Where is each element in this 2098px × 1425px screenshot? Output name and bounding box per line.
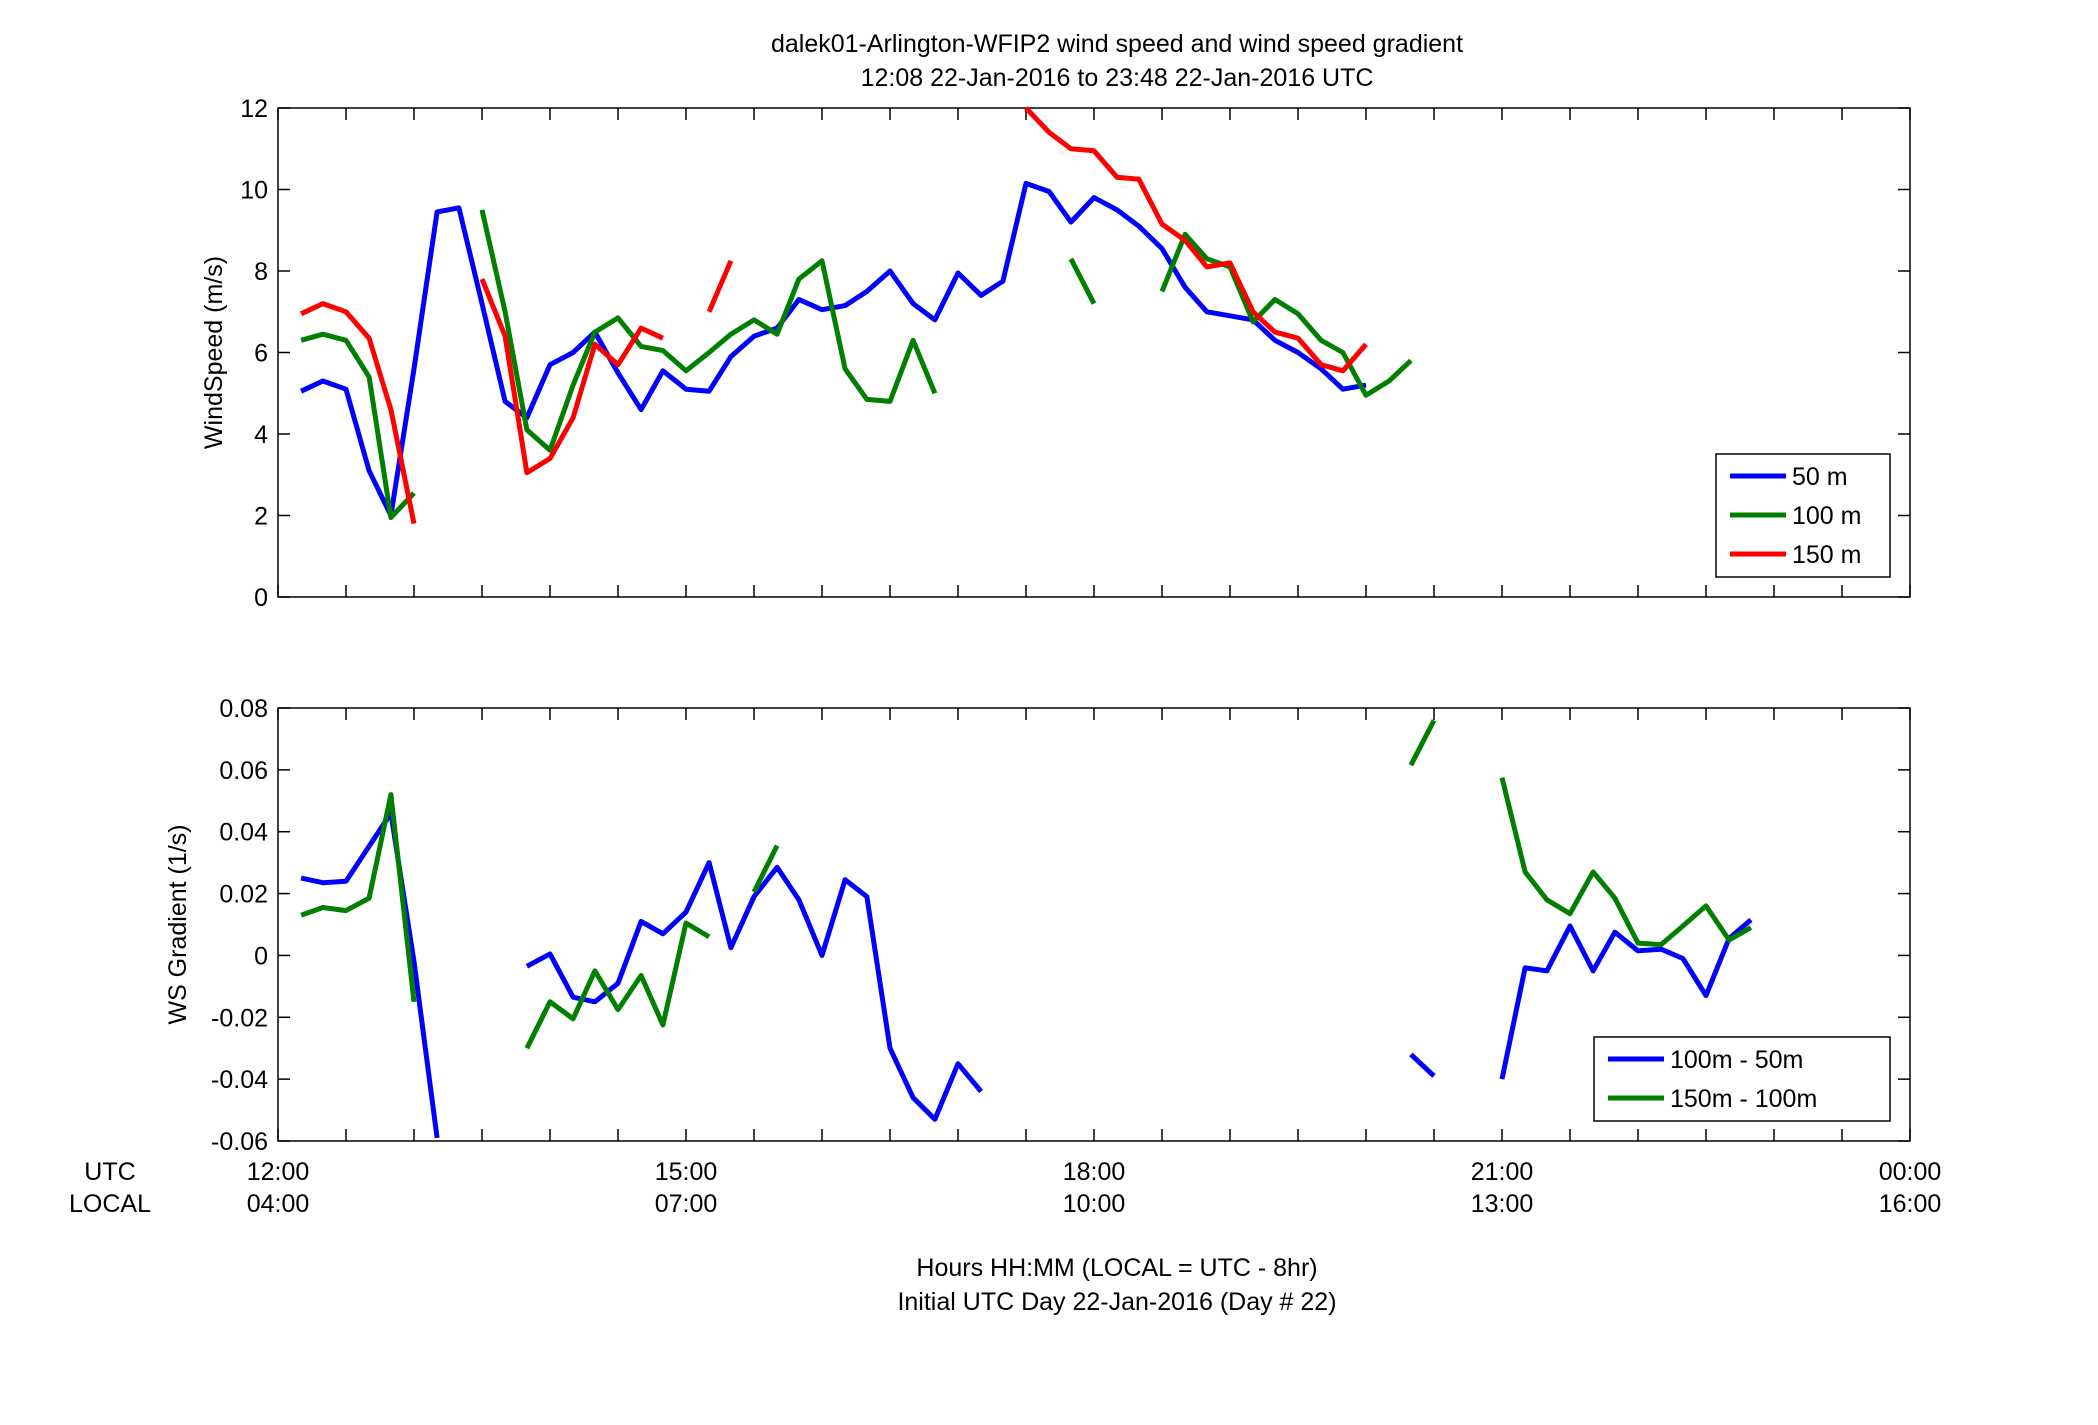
series-line-segment <box>479 209 938 453</box>
wind-speed-panel: 0 2 4 6 8 10 12 WindSpeed (m/s) 50 m 100 m 150 m <box>200 95 1911 612</box>
series-line-segment <box>1068 257 1097 305</box>
ws-y-tick-label: 8 <box>254 258 268 286</box>
series-line-segment <box>524 920 711 1050</box>
grad-series-150m-100m <box>300 719 1753 1050</box>
chart-subtitle: 12:08 22-Jan-2016 to 23:48 22-Jan-2016 U… <box>861 64 1374 92</box>
ws-series-150-m <box>300 106 1368 525</box>
ws-y-tick-label: 0 <box>254 584 268 612</box>
series-line-segment <box>300 792 417 1003</box>
series-line-segment <box>1409 1052 1436 1078</box>
legend-entry: 150 m <box>1792 541 1861 569</box>
series-line-segment <box>1408 719 1437 767</box>
x-axis-label-2: Initial UTC Day 22-Jan-2016 (Day # 22) <box>897 1288 1336 1316</box>
series-line-segment <box>479 278 664 476</box>
grad-series-100m-50m <box>300 810 1753 1139</box>
x-tick-label-utc: 15:00 <box>655 1158 718 1186</box>
ws-legend: 50 m 100 m 150 m <box>1715 453 1891 578</box>
x-tick-label-local: 07:00 <box>655 1190 718 1218</box>
series-line-segment <box>300 810 440 1139</box>
grad-y-tick-label: 0.06 <box>219 757 268 785</box>
legend-entry: 100m - 50m <box>1670 1046 1803 1074</box>
series-line-segment <box>1159 231 1413 398</box>
series-line-segment <box>525 860 984 1122</box>
series-line-segment <box>300 331 416 520</box>
ws-y-tick-label: 6 <box>254 340 268 368</box>
x-tick-label-utc: 12:00 <box>247 1158 310 1186</box>
chart-title: dalek01-Arlington-WFIP2 wind speed and w… <box>771 30 1463 58</box>
grad-y-tick-label: 0 <box>254 942 268 970</box>
x-tick-label-local: 16:00 <box>1879 1190 1942 1218</box>
local-row-label: LOCAL <box>69 1190 151 1218</box>
grad-y-axis-label: WS Gradient (1/s) <box>164 824 192 1024</box>
grad-y-tick-label: 0.02 <box>219 881 268 909</box>
ws-y-tick-label: 4 <box>254 421 268 449</box>
x-tick-label-local: 10:00 <box>1063 1190 1126 1218</box>
utc-row-label: UTC <box>84 1158 135 1186</box>
x-tick-label-utc: 18:00 <box>1063 1158 1126 1186</box>
grad-y-tick-label: -0.02 <box>211 1004 268 1032</box>
ws-y-tick-label: 2 <box>254 503 268 531</box>
ws-series-50-m <box>300 180 1367 518</box>
series-line-segment <box>1499 917 1753 1080</box>
x-tick-label-utc: 00:00 <box>1879 1158 1942 1186</box>
ws-axes-frame <box>277 107 1911 598</box>
legend-entry: 150m - 100m <box>1670 1085 1817 1113</box>
x-axis-label: Hours HH:MM (LOCAL = UTC - 8hr) <box>916 1254 1317 1282</box>
grad-y-tick-label: 0.08 <box>219 695 268 723</box>
wind-gradient-panel: -0.06 -0.04 -0.02 0 0.02 0.04 0.06 0.08 WS Gradi… <box>164 695 1941 1218</box>
series-line-segment <box>1024 106 1368 374</box>
series-line-segment <box>300 180 1367 518</box>
legend-entry: 100 m <box>1792 502 1861 530</box>
series-line-segment <box>751 844 780 894</box>
ws-y-axis-label: WindSpeed (m/s) <box>200 256 228 449</box>
series-line-segment <box>300 301 417 525</box>
legend-box <box>1593 1036 1891 1122</box>
ws-series-100-m <box>300 209 1413 520</box>
x-tick-label-local: 13:00 <box>1471 1190 1534 1218</box>
grad-y-tick-label: -0.06 <box>211 1128 268 1156</box>
series-line-segment <box>1499 777 1753 948</box>
grad-y-tick-label: 0.04 <box>219 819 268 847</box>
legend-entry: 50 m <box>1792 463 1848 491</box>
x-tick-label-utc: 21:00 <box>1471 1158 1534 1186</box>
ws-y-tick-label: 10 <box>240 177 268 205</box>
ws-y-tick-label: 12 <box>240 95 268 123</box>
grad-y-tick-label: -0.04 <box>211 1066 268 1094</box>
grad-legend: 100m - 50m 150m - 100m <box>1593 1036 1891 1122</box>
x-tick-label-local: 04:00 <box>247 1190 310 1218</box>
series-line-segment <box>706 259 734 313</box>
